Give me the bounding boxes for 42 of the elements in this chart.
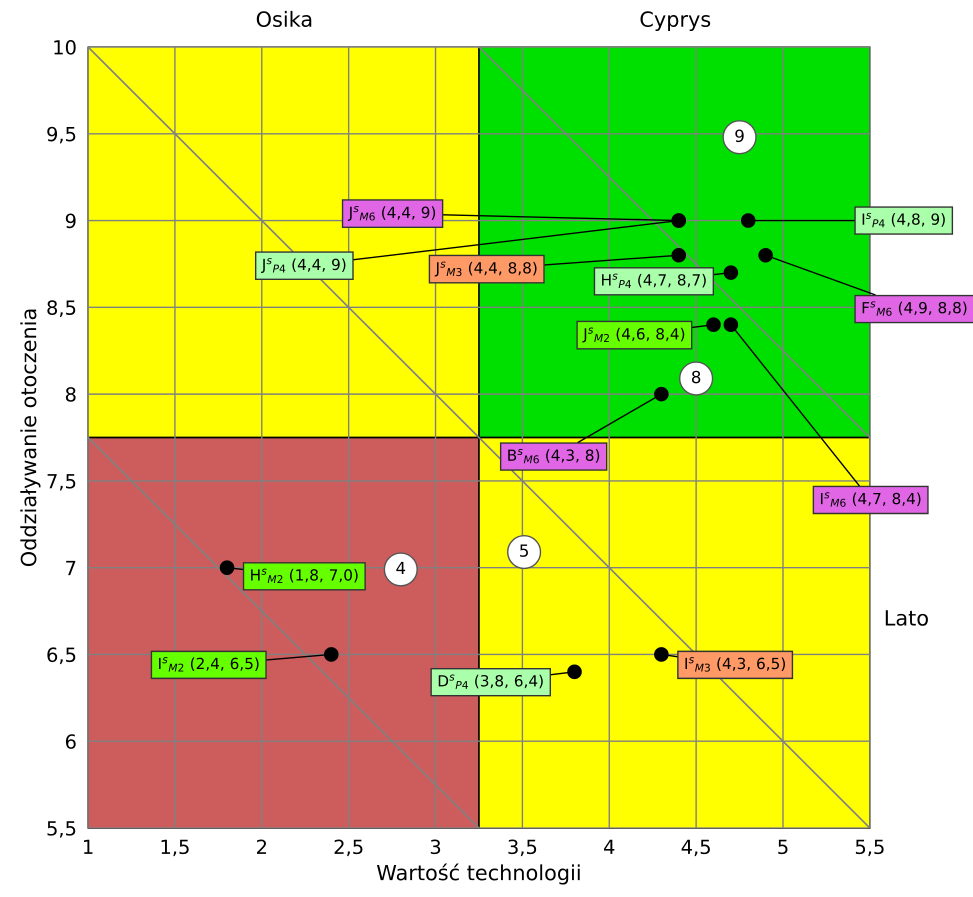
- data-label: J$^{s}$$_{M2}$ (4,6, 8,4): [582, 328, 684, 342]
- y-axis-title: Oddziaływanie otoczenia: [20, 310, 40, 566]
- text: Lato: [886, 610, 928, 626]
- x-tick-label: 2,5: [334, 839, 362, 856]
- x-tick-label: 4: [604, 840, 614, 854]
- x-axis-title: Wartość technologii: [376, 864, 580, 884]
- data-label: D$^{s}$$_{P4}$ (3,8, 6,4): [438, 674, 543, 689]
- x-tick-label: 3,5: [508, 839, 536, 856]
- x-tick-label: 5,5: [856, 840, 884, 856]
- annotation: 8: [692, 370, 700, 384]
- data-label: J$^{s}$$_{M3}$ (4,4, 8,8): [434, 262, 537, 276]
- x-tick-label: 4,5: [682, 840, 710, 856]
- annotation: 5: [520, 544, 528, 557]
- text: Osika: [256, 10, 312, 28]
- data-label: B$^{s}$$_{M6}$ (4,3, 8): [508, 448, 600, 464]
- data-label: I$^{s}$$_{M3}$ (4,3, 6,5): [685, 657, 785, 672]
- y-tick-label: 8: [66, 387, 76, 402]
- y-tick-label: 9: [66, 214, 76, 228]
- y-tick-label: 7: [66, 560, 76, 576]
- data-label: H$^{s}$$_{P4}$ (4,7, 8,7): [602, 274, 706, 288]
- y-tick-label: 9,5: [47, 126, 76, 144]
- x-tick-label: 5: [778, 840, 788, 854]
- annotation: 4: [396, 562, 406, 574]
- x-tick-label: 3: [430, 839, 440, 854]
- text: Cyprys: [640, 11, 710, 32]
- data-label: J$^{s}$$_{P4}$ (4,4, 9): [261, 258, 346, 274]
- annotation: 9: [735, 129, 744, 142]
- y-tick-label: 10: [54, 40, 76, 55]
- data-label: H$^{s}$$_{M2}$ (1,8, 7,0): [251, 568, 358, 583]
- data-label: I$^{s}$$_{M6}$ (4,7, 8,4): [820, 492, 920, 507]
- y-tick-label: 6: [66, 734, 76, 749]
- y-tick-label: 5,5: [48, 821, 76, 838]
- data-label: I$^{s}$$_{M2}$ (2,4, 6,5): [159, 657, 259, 672]
- x-tick-label: 2: [257, 839, 266, 854]
- x-tick-label: 1: [84, 840, 92, 854]
- data-label: F$^{s}$$_{M6}$ (4,9, 8,8): [862, 301, 966, 316]
- y-tick-label: 6,5: [47, 647, 76, 664]
- x-tick-label: 1,5: [162, 840, 189, 856]
- y-tick-label: 7,5: [48, 474, 76, 491]
- data-label: J$^{s}$$_{M6}$ (4,4, 9): [348, 206, 436, 221]
- data-label: I$^{s}$$_{P4}$ (4,8, 9): [862, 212, 945, 228]
- y-tick-label: 8,5: [47, 300, 76, 317]
